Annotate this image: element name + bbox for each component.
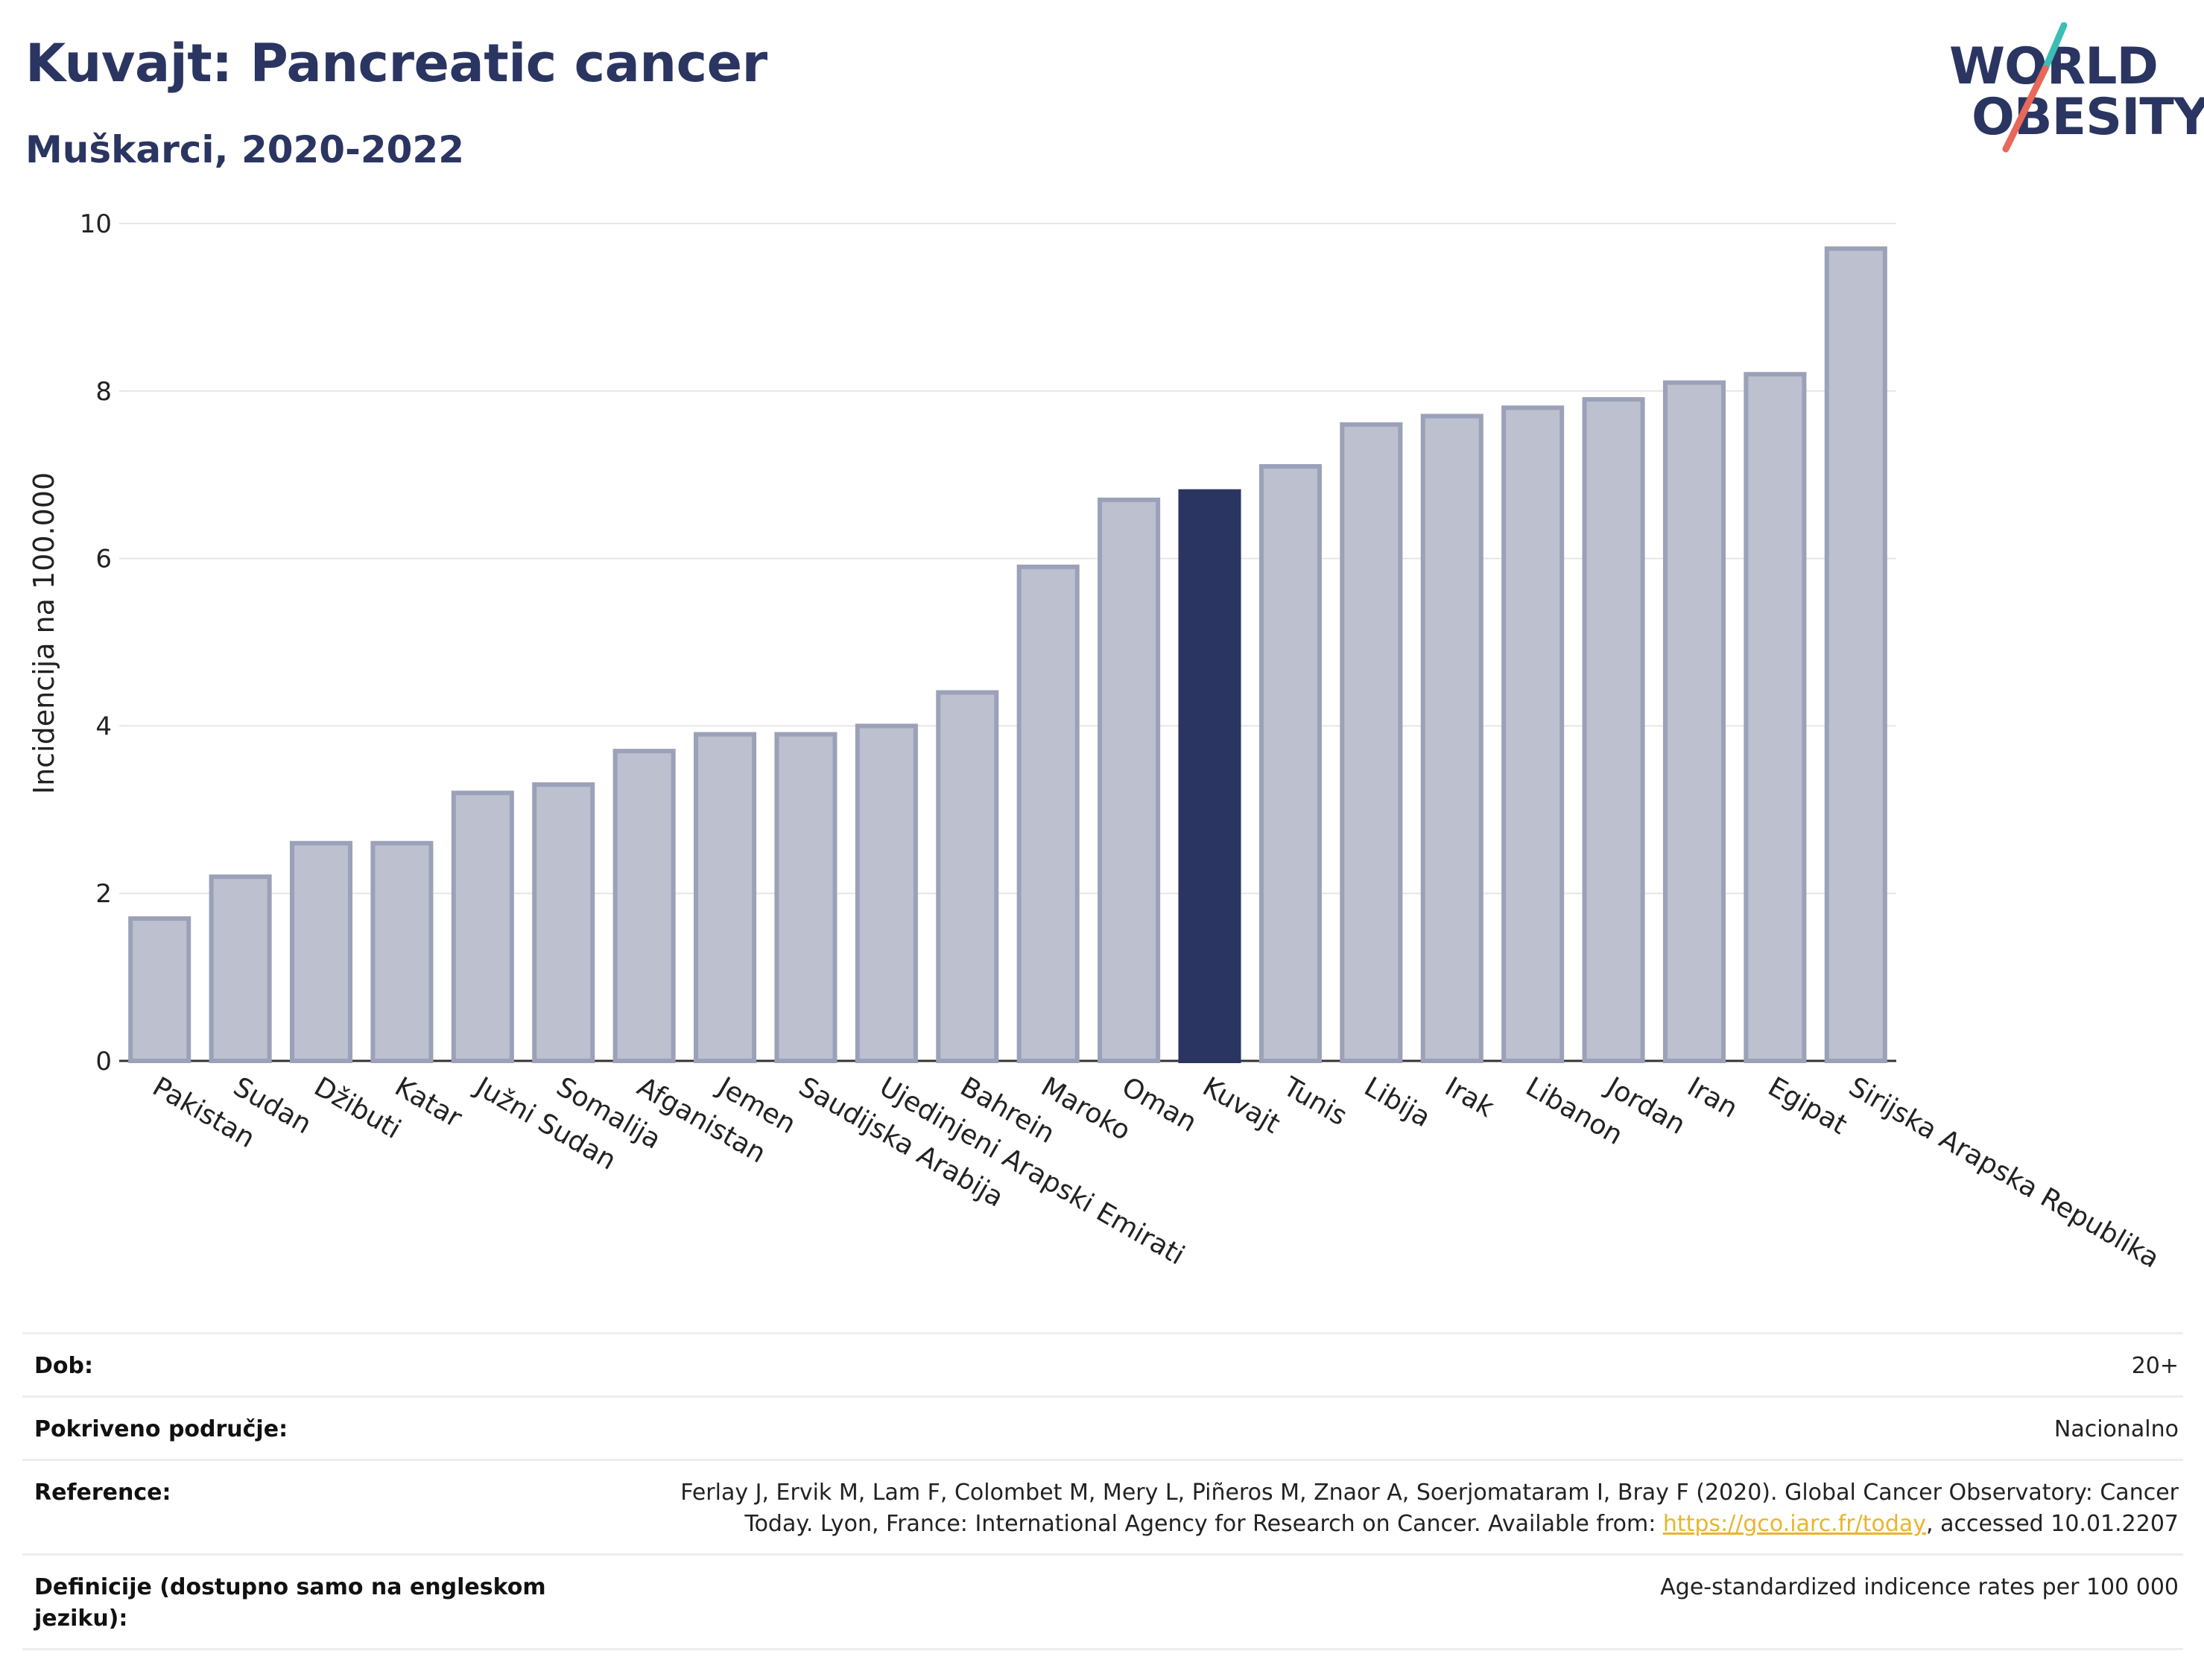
info-table: Dob: 20+ Pokriveno područje: Nacionalno … [22,1332,2183,1650]
page-title: Kuvajt: Pancreatic cancer [25,33,767,94]
bar-somalija [532,782,595,1064]
bar-maroko [1016,564,1080,1063]
bar-ujedinjeni-arapski-emirati [855,723,918,1064]
y-tick-label: 0 [95,1047,112,1077]
reference-link[interactable]: https://gco.iarc.fr/today [1662,1511,1927,1537]
bar-sudan [209,874,272,1063]
bar-afganistan [612,749,676,1063]
info-label: Dob: [34,1353,93,1379]
bar-kuvajt [1178,489,1241,1063]
bar-katar [370,840,434,1063]
x-tick-label: Tunis [1278,1071,1352,1132]
info-value: 20+ [2131,1353,2179,1379]
bar-jemen [694,732,757,1063]
x-tick-label: Kuvajt [1197,1071,1285,1140]
info-row-reference: Reference: Ferlay J, Ervik M, Lam F, Col… [22,1459,2183,1553]
y-axis-ticks: 0 2 4 6 8 10 [80,209,112,1077]
bar-irak [1420,413,1483,1063]
y-axis-label: Incidencija na 100.000 [28,472,60,794]
x-tick-label: Egipat [1763,1071,1852,1141]
x-tick-label: Sirijska Arapska Republika [1843,1071,2164,1274]
bar-južni-sudan [451,790,514,1063]
logo-slash-icon [2002,22,2068,153]
world-obesity-logo: WORLD OBESITY [1937,22,2204,156]
info-label: Pokriveno područje: [34,1416,288,1442]
bar-libanon [1501,405,1565,1063]
reference-text: Ferlay J, Ervik M, Lam F, Colombet M, Me… [680,1480,2179,1537]
y-tick-label: 10 [80,209,112,239]
bar-tunis [1258,463,1322,1063]
x-tick-label: Džibuti [309,1071,406,1145]
bar-pakistan [128,916,191,1063]
y-tick-label: 6 [95,545,112,574]
reference-accessed: , accessed 10.01.2207 [1926,1511,2179,1537]
bar-bahrein [936,690,999,1063]
info-value: Ferlay J, Ervik M, Lam F, Colombet M, Me… [614,1477,2183,1540]
info-value: Age-standardized indicence rates per 100… [1660,1574,2179,1600]
x-tick-label: Iran [1682,1071,1742,1124]
bar-egipat [1744,372,1807,1063]
y-tick-label: 8 [95,377,112,407]
bar-iran [1662,380,1726,1063]
info-row-definitions: Definicije (dostupno samo na engleskom j… [22,1553,2183,1650]
bar-libija [1340,422,1403,1063]
x-tick-label: Libija [1359,1071,1436,1133]
bars [128,246,1887,1064]
y-tick-label: 4 [95,711,112,741]
y-tick-label: 2 [95,879,112,909]
bar-džibuti [289,840,353,1063]
x-tick-label: Irak [1440,1071,1499,1123]
bar-jordan [1582,397,1645,1064]
info-row-age: Dob: 20+ [22,1332,2183,1395]
bar-saudijska-arabija [774,732,837,1063]
info-row-coverage: Pokriveno područje: Nacionalno [22,1395,2183,1459]
page-subtitle: Muškarci, 2020-2022 [25,128,465,171]
info-label: Definicije (dostupno samo na engleskom j… [34,1574,546,1632]
info-value: Nacionalno [2053,1416,2179,1442]
info-label: Reference: [34,1480,171,1506]
bar-sirijska-arapska-republika [1824,246,1887,1064]
bar-oman [1098,497,1161,1064]
